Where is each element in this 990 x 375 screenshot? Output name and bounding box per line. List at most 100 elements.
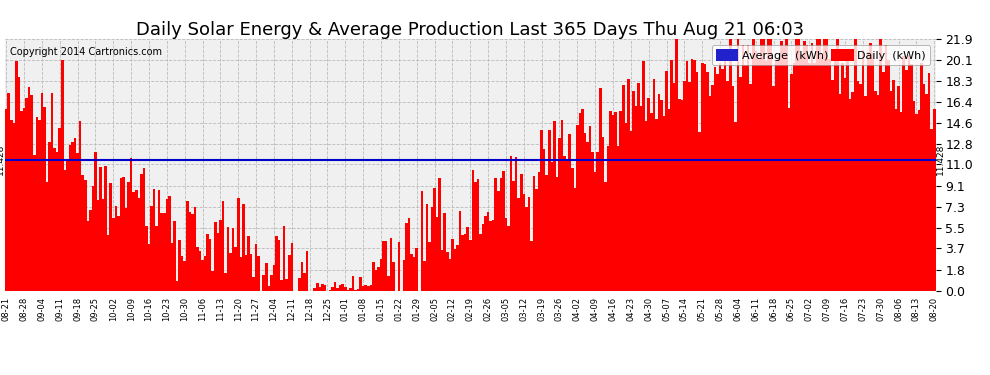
- Bar: [112, 219, 115, 291]
- Bar: [324, 285, 326, 291]
- Bar: [520, 174, 523, 291]
- Bar: [235, 247, 237, 291]
- Bar: [854, 39, 856, 291]
- Bar: [826, 39, 829, 291]
- Bar: [744, 65, 746, 291]
- Bar: [915, 114, 918, 291]
- Bar: [500, 178, 502, 291]
- Bar: [421, 191, 423, 291]
- Bar: [502, 171, 505, 291]
- Bar: [68, 145, 71, 291]
- Bar: [188, 211, 191, 291]
- Bar: [451, 239, 453, 291]
- Bar: [230, 253, 232, 291]
- Bar: [369, 285, 372, 291]
- Bar: [44, 107, 46, 291]
- Bar: [81, 175, 84, 291]
- Bar: [359, 277, 362, 291]
- Bar: [158, 189, 160, 291]
- Bar: [26, 98, 28, 291]
- Bar: [650, 113, 652, 291]
- Bar: [298, 278, 301, 291]
- Bar: [181, 256, 183, 291]
- Bar: [578, 113, 581, 291]
- Bar: [79, 122, 81, 291]
- Bar: [245, 255, 248, 291]
- Bar: [921, 63, 923, 291]
- Bar: [316, 283, 319, 291]
- Bar: [683, 81, 686, 291]
- Bar: [476, 179, 479, 291]
- Bar: [589, 126, 591, 291]
- Bar: [627, 79, 630, 291]
- Bar: [668, 109, 670, 291]
- Bar: [780, 41, 782, 291]
- Bar: [464, 234, 466, 291]
- Bar: [448, 259, 451, 291]
- Bar: [737, 39, 740, 291]
- Bar: [426, 204, 429, 291]
- Bar: [33, 155, 36, 291]
- Bar: [584, 133, 586, 291]
- Bar: [803, 41, 806, 291]
- Bar: [466, 227, 469, 291]
- Bar: [61, 60, 63, 291]
- Title: Daily Solar Energy & Average Production Last 365 Days Thu Aug 21 06:03: Daily Solar Energy & Average Production …: [137, 21, 804, 39]
- Bar: [729, 39, 732, 291]
- Bar: [609, 111, 612, 291]
- Bar: [594, 172, 596, 291]
- Bar: [155, 226, 158, 291]
- Bar: [801, 54, 803, 291]
- Bar: [541, 130, 543, 291]
- Bar: [152, 189, 155, 291]
- Bar: [217, 233, 219, 291]
- Bar: [897, 86, 900, 291]
- Bar: [474, 182, 476, 291]
- Bar: [701, 63, 704, 291]
- Bar: [199, 251, 201, 291]
- Text: 11.428: 11.428: [0, 144, 5, 175]
- Bar: [204, 256, 206, 291]
- Bar: [872, 53, 874, 291]
- Bar: [555, 177, 558, 291]
- Bar: [56, 152, 58, 291]
- Bar: [764, 61, 767, 291]
- Bar: [633, 91, 635, 291]
- Bar: [49, 142, 50, 291]
- Bar: [722, 69, 724, 291]
- Bar: [249, 254, 252, 291]
- Bar: [257, 256, 260, 291]
- Bar: [201, 260, 204, 291]
- Bar: [444, 213, 446, 291]
- Bar: [385, 242, 387, 291]
- Bar: [691, 60, 693, 291]
- Bar: [183, 261, 186, 291]
- Bar: [104, 166, 107, 291]
- Bar: [458, 211, 461, 291]
- Bar: [314, 288, 316, 291]
- Bar: [538, 172, 541, 291]
- Bar: [596, 152, 599, 291]
- Bar: [97, 200, 99, 291]
- Bar: [429, 242, 431, 291]
- Bar: [89, 210, 92, 291]
- Bar: [163, 213, 165, 291]
- Bar: [441, 250, 444, 291]
- Bar: [380, 260, 382, 291]
- Bar: [711, 85, 714, 291]
- Bar: [165, 199, 168, 291]
- Bar: [607, 146, 609, 291]
- Bar: [798, 39, 801, 291]
- Bar: [553, 121, 555, 291]
- Bar: [856, 81, 859, 291]
- Bar: [50, 93, 53, 291]
- Bar: [816, 39, 819, 291]
- Text: Copyright 2014 Cartronics.com: Copyright 2014 Cartronics.com: [10, 47, 161, 57]
- Bar: [405, 224, 408, 291]
- Bar: [548, 130, 550, 291]
- Bar: [301, 262, 303, 291]
- Bar: [107, 236, 110, 291]
- Bar: [625, 123, 627, 291]
- Bar: [525, 207, 528, 291]
- Bar: [528, 197, 531, 291]
